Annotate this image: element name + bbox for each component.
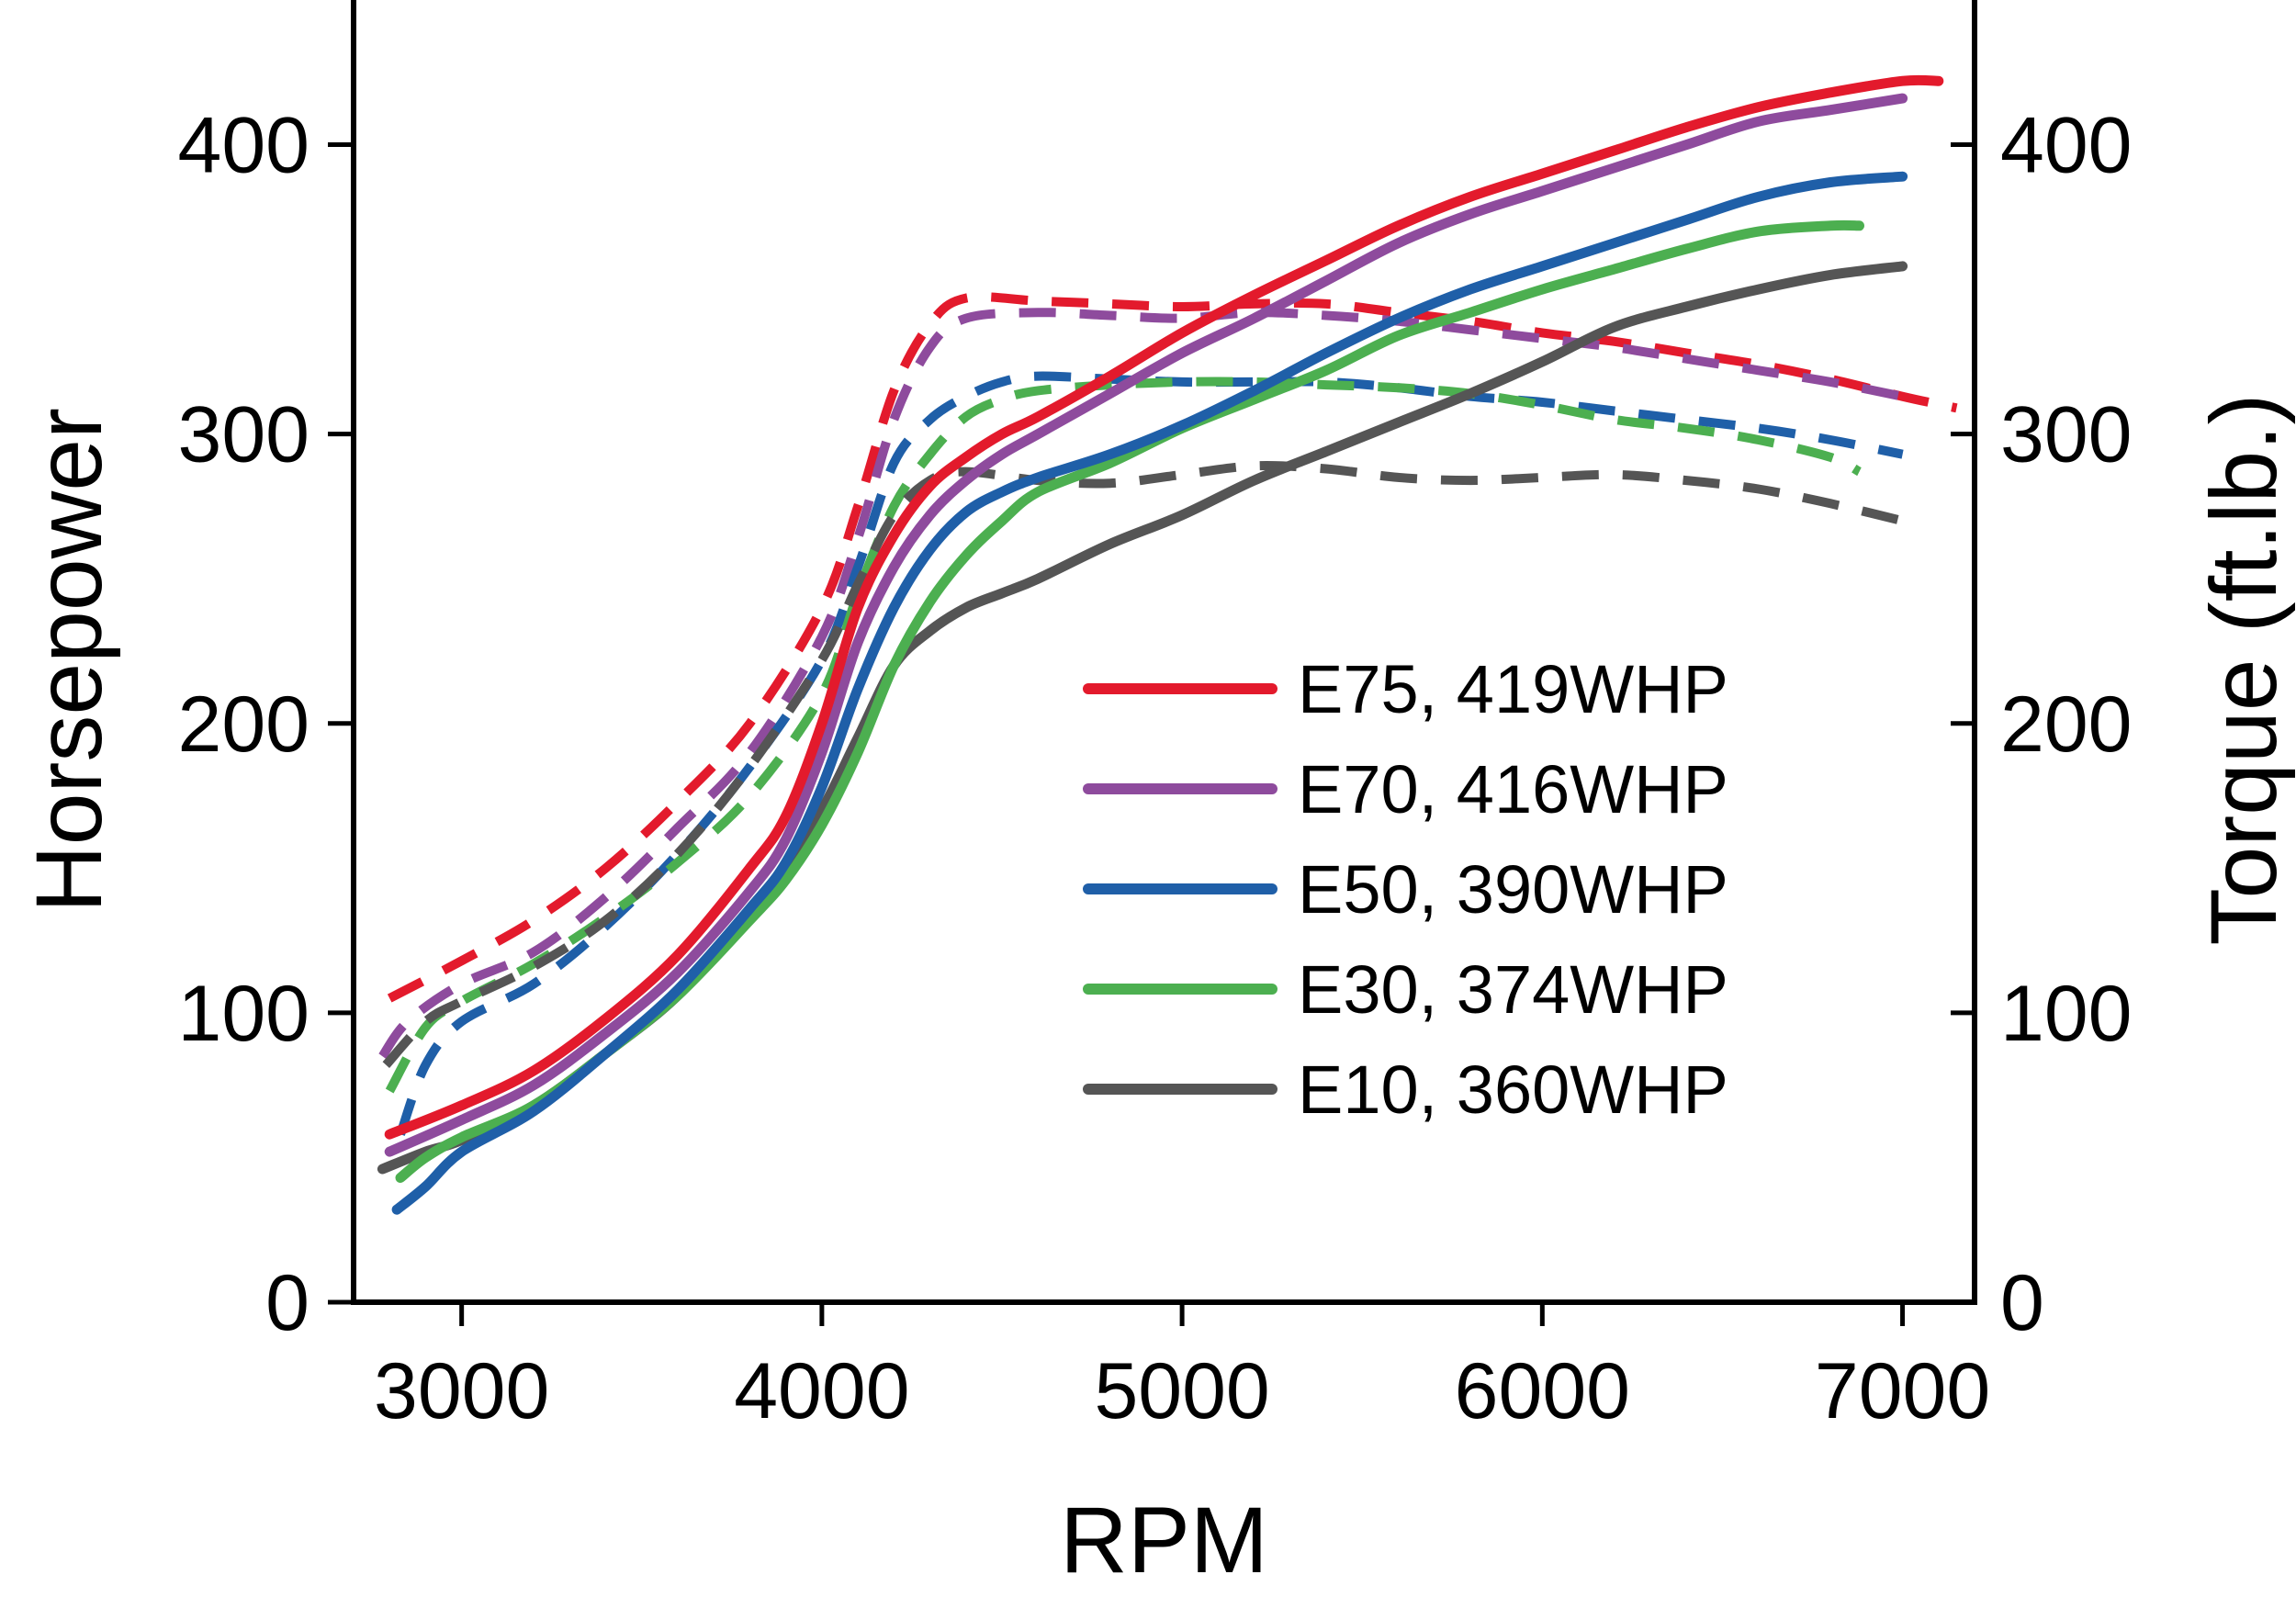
x-tick-label: 6000 [1455, 1347, 1630, 1435]
horsepower-line-2 [391, 171, 1908, 1215]
x-tick-label: 4000 [734, 1347, 909, 1435]
x-tick-label: 7000 [1815, 1347, 1990, 1435]
horsepower-line-0 [384, 74, 1944, 1140]
y2-tick-label: 400 [2000, 102, 2133, 190]
y2-tick-label: 0 [2000, 1259, 2044, 1347]
legend-label-2: E50, 390WHP [1298, 851, 1728, 928]
legend-label-3: E30, 374WHP [1298, 951, 1728, 1028]
horsepower-line-1 [384, 93, 1908, 1157]
y-axis-title: Horsepower [17, 408, 121, 913]
y-tick-label: 100 [178, 970, 310, 1058]
y2-axis-title: Torque (ft.lb.) [2191, 394, 2296, 946]
axes-layer: 3000 4000 5000 6000 700001002003004000100200… [178, 0, 2133, 1435]
x-tick-label: 3000 [374, 1347, 549, 1435]
y-tick-label: 300 [178, 391, 310, 479]
y2-tick-label: 300 [2000, 391, 2133, 479]
x-axis-title: RPM [1060, 1488, 1268, 1592]
torque-line-4 [382, 461, 1904, 1068]
legend: E75, 419WHP E70, 416WHP E50, 390WHP E30, 37… [1083, 651, 1728, 1128]
series-layer [377, 74, 1958, 1215]
legend-label-0: E75, 419WHP [1298, 651, 1728, 727]
legend-label-1: E70, 416WHP [1298, 751, 1728, 827]
torque-line-0 [387, 292, 1958, 1003]
y2-tick-label: 200 [2000, 680, 2133, 769]
y-tick-label: 200 [178, 680, 310, 769]
y-tick-label: 400 [178, 102, 310, 190]
torque-line-1 [378, 308, 1904, 1060]
y2-tick-label: 100 [2000, 970, 2133, 1058]
x-tick-label: 5000 [1094, 1347, 1269, 1435]
legend-label-4: E10, 360WHP [1298, 1052, 1728, 1128]
y-tick-label: 0 [265, 1259, 310, 1347]
torque-line-3 [385, 377, 1862, 1094]
